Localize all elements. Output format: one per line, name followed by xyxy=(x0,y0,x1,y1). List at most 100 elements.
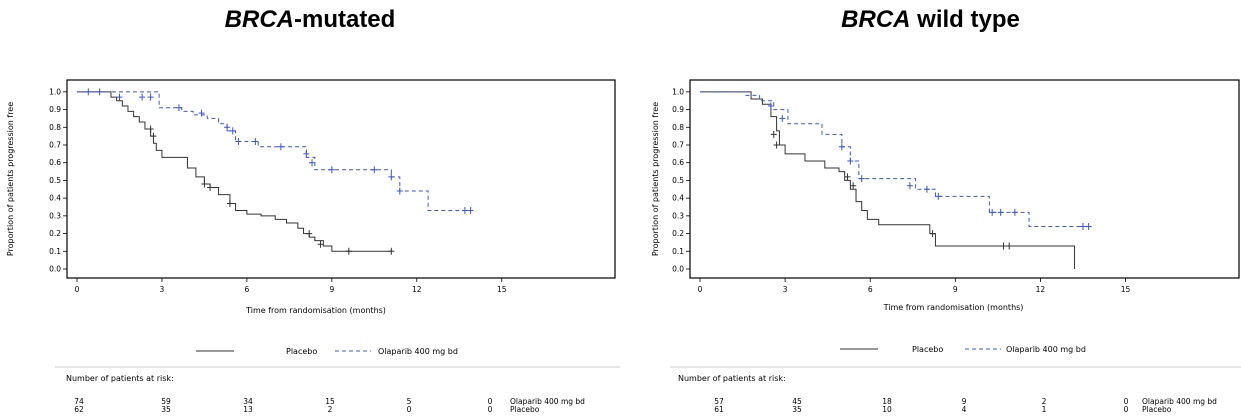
risk-row-label: Placebo xyxy=(510,405,540,414)
risk-count: 15 xyxy=(325,397,335,406)
y-tick-label: 0.7 xyxy=(49,141,61,150)
censor-mark xyxy=(96,88,103,96)
chart-panel-brca-wild-type: BRCA wild type 0.0 0.1 0.2 0.3 0.4 0.5 0.6 0.7 0… xyxy=(620,0,1241,417)
x-tick-label: 12 xyxy=(1036,285,1046,294)
y-tick-label: 0.7 xyxy=(672,141,684,150)
y-tick-label: 0.4 xyxy=(672,194,684,203)
censor-mark xyxy=(1085,222,1092,230)
risk-count: 35 xyxy=(792,405,802,414)
risk-count: 35 xyxy=(161,405,171,414)
y-tick-label: 0.4 xyxy=(49,194,61,203)
risk-row-label: Olaparib 400 mg bd xyxy=(510,397,585,406)
risk-count: 0 xyxy=(407,405,412,414)
plot-frame xyxy=(689,79,1240,279)
risk-count: 5 xyxy=(407,397,412,406)
y-tick-label: 0.1 xyxy=(49,247,61,256)
risk-count: 74 xyxy=(74,397,84,406)
x-tick-label: 6 xyxy=(868,285,873,294)
x-axis-label: Time from randomisation (months) xyxy=(245,306,386,315)
x-tick-label: 12 xyxy=(412,285,422,294)
y-tick-label: 0.8 xyxy=(672,123,684,132)
censor-mark xyxy=(252,137,259,145)
x-tick-label: 3 xyxy=(160,285,165,294)
x-tick-label: 6 xyxy=(245,285,250,294)
x-tick-label: 15 xyxy=(1121,285,1131,294)
censor-mark xyxy=(997,208,1004,216)
censor-mark xyxy=(201,180,208,188)
risk-table-title: Number of patients at risk: xyxy=(678,374,786,383)
y-tick-label: 1.0 xyxy=(672,87,684,96)
censor-mark xyxy=(1000,242,1007,250)
censor-mark xyxy=(303,150,310,158)
risk-row-label: Placebo xyxy=(1142,405,1172,414)
censor-mark xyxy=(224,123,231,131)
risk-count: 13 xyxy=(243,405,253,414)
censor-mark xyxy=(467,207,474,215)
censor-mark xyxy=(773,141,780,149)
censor-mark xyxy=(85,88,92,96)
censor-mark xyxy=(139,93,146,101)
y-tick-label: 0.3 xyxy=(49,211,61,220)
chart-title-italic: BRCA xyxy=(841,6,911,33)
x-axis-label: Time from randomisation (months) xyxy=(883,303,1024,312)
censor-mark xyxy=(175,104,182,112)
series-line-olaparib xyxy=(700,91,1089,227)
y-tick-label: 0.2 xyxy=(672,229,684,238)
y-tick-label: 0.3 xyxy=(672,211,684,220)
y-tick-label: 0.6 xyxy=(49,158,61,167)
risk-count: 0 xyxy=(1124,397,1129,406)
censor-mark xyxy=(1006,242,1013,250)
y-tick-label: 0.0 xyxy=(49,265,61,274)
x-tick-label: 15 xyxy=(497,285,507,294)
censor-mark xyxy=(844,173,851,181)
y-axis-label: Proportion of patients progression free xyxy=(6,102,15,256)
legend-label-olaparib: Olaparib 400 mg bd xyxy=(1006,345,1086,354)
y-tick-label: 0.1 xyxy=(672,247,684,256)
legend-label-placebo: Placebo xyxy=(912,345,943,354)
censor-mark xyxy=(198,109,205,117)
chart-panel-brca-mutated: BRCA-mutated 0.0 0.1 0.2 0.3 0.4 0.5 0.6 0.7 0.8… xyxy=(0,0,620,417)
series-line-placebo xyxy=(700,91,1075,269)
y-tick-label: 0.2 xyxy=(49,229,61,238)
km-chart-brca-mutated: 0.0 0.1 0.2 0.3 0.4 0.5 0.6 0.7 0.8 0.9 1.0 0 3 6 9 12 1… xyxy=(6,79,620,414)
risk-row-label: Olaparib 400 mg bd xyxy=(1142,397,1217,406)
x-tick-label: 9 xyxy=(953,285,958,294)
censor-mark xyxy=(767,102,774,110)
censor-mark xyxy=(116,93,123,101)
censor-mark xyxy=(1079,222,1086,230)
km-chart-brca-wild-type: 0.0 0.1 0.2 0.3 0.4 0.5 0.6 0.7 0.8 0.9 1.0 0 3 6 9 12 1… xyxy=(651,79,1241,414)
risk-count: 34 xyxy=(243,397,253,406)
risk-count: 0 xyxy=(488,397,493,406)
censor-mark xyxy=(306,230,313,238)
censor-mark xyxy=(461,207,468,215)
chart-title-rest: wild type xyxy=(910,6,1020,33)
risk-table-title: Number of patients at risk: xyxy=(66,374,174,383)
risk-count: 62 xyxy=(74,405,84,414)
risk-count: 4 xyxy=(962,405,967,414)
censor-mark xyxy=(388,173,395,181)
y-tick-label: 1.0 xyxy=(49,87,61,96)
censor-mark xyxy=(371,166,378,174)
plot-frame xyxy=(66,79,616,279)
risk-count: 2 xyxy=(328,405,333,414)
y-tick-label: 0.9 xyxy=(49,105,61,114)
censor-mark xyxy=(150,132,157,140)
risk-count: 61 xyxy=(714,405,724,414)
censor-mark xyxy=(345,247,352,255)
censor-mark xyxy=(770,130,777,138)
censor-mark xyxy=(858,175,865,183)
censor-mark xyxy=(923,185,930,193)
risk-count: 0 xyxy=(1124,405,1129,414)
y-tick-label: 0.8 xyxy=(49,123,61,132)
censor-mark xyxy=(317,240,324,248)
censor-mark xyxy=(147,125,154,133)
chart-title-rest: -mutated xyxy=(293,6,396,33)
censor-mark xyxy=(929,230,936,238)
x-tick-label: 0 xyxy=(75,285,80,294)
risk-count: 9 xyxy=(962,397,967,406)
risk-count: 1 xyxy=(1042,405,1047,414)
legend-label-placebo: Placebo xyxy=(286,347,317,356)
censor-mark xyxy=(388,247,395,255)
censor-mark xyxy=(147,93,154,101)
y-tick-label: 0.9 xyxy=(672,105,684,114)
